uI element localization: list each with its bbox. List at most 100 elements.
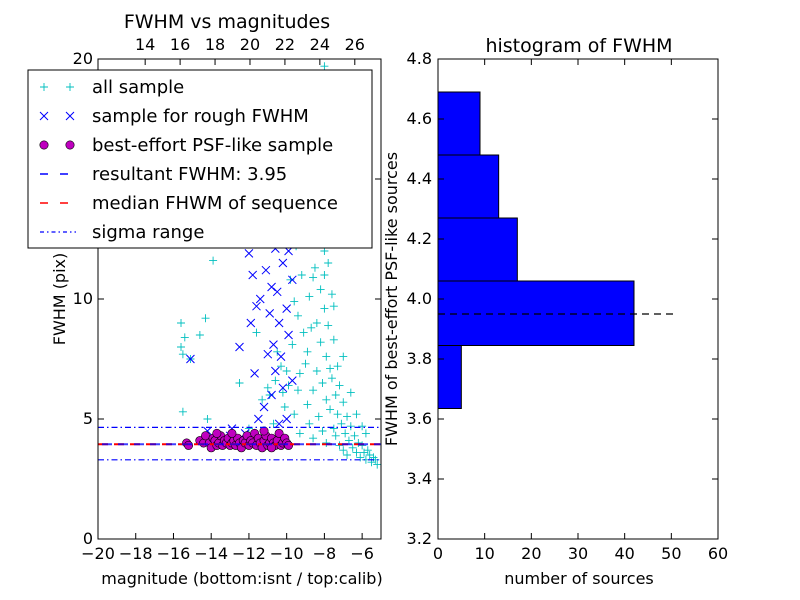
data-point <box>295 429 304 438</box>
legend-entry: sigma range <box>40 222 204 243</box>
data-point <box>178 350 187 359</box>
data-point <box>259 402 269 412</box>
legend: all sample sample for rough FWHM best-effo… <box>27 69 373 249</box>
y-tick-label: 20 <box>73 49 93 68</box>
top-tick-label: 18 <box>205 35 225 54</box>
data-point <box>178 407 187 416</box>
data-point <box>361 429 370 438</box>
data-point <box>265 391 274 399</box>
data-point <box>335 441 344 450</box>
legend-marker <box>39 111 49 121</box>
data-point <box>263 383 272 392</box>
scatter-ylabel: FWHM (pix) <box>50 253 69 346</box>
legend-entry: resultant FWHM: 3.95 <box>40 164 287 185</box>
data-point <box>329 335 338 344</box>
data-point <box>312 367 321 375</box>
data-point <box>252 301 261 311</box>
x-tick-label: −12 <box>232 544 266 563</box>
data-point <box>288 340 297 349</box>
data-point <box>335 381 344 390</box>
x-tick-label: 30 <box>568 544 588 563</box>
data-point <box>327 290 336 299</box>
data-point <box>346 422 355 431</box>
data-point <box>320 304 329 313</box>
y-tick-label: 3.2 <box>407 529 432 548</box>
top-tick-label: 24 <box>310 35 330 54</box>
data-point <box>316 285 325 294</box>
histogram-chart: histogram of FWHM 0 10 20 30 40 50 60 3.2 3.4 3.6… <box>382 35 728 588</box>
legend-label: all sample <box>92 77 184 98</box>
data-point <box>284 440 294 450</box>
data-point <box>320 62 329 71</box>
data-point <box>244 249 254 258</box>
data-point <box>314 412 323 421</box>
histogram-axes: 0 10 20 30 40 50 60 3.2 3.4 3.6 3.8 4.0 4.2 4.4 4.6 4.8 <box>407 49 729 563</box>
histogram-bars-layer <box>437 91 635 409</box>
data-point <box>352 448 361 457</box>
data-point <box>255 294 265 304</box>
data-point <box>273 347 282 356</box>
legend-marker <box>66 83 74 91</box>
data-point <box>324 259 333 267</box>
top-tick-label: 16 <box>170 35 190 54</box>
data-point <box>254 414 263 424</box>
legend-box <box>27 69 373 249</box>
x-tick-label: −8 <box>313 544 337 563</box>
data-point <box>227 428 237 438</box>
data-point <box>270 366 280 376</box>
histogram-bar <box>437 91 481 156</box>
legend-entry: median FHWM of sequence <box>40 193 338 214</box>
data-point <box>282 367 291 375</box>
data-point <box>309 434 318 443</box>
top-tick-label: 20 <box>240 35 260 54</box>
x-tick-label: 40 <box>614 544 634 563</box>
histogram-bar <box>437 345 462 409</box>
data-point <box>261 265 271 275</box>
data-point <box>290 410 299 419</box>
data-point <box>327 374 336 383</box>
data-point <box>339 446 348 455</box>
data-point <box>320 271 329 279</box>
data-point <box>186 354 195 364</box>
data-point <box>333 410 342 419</box>
data-point <box>263 349 273 359</box>
data-point <box>286 275 295 284</box>
y-tick-label: 3.4 <box>407 469 432 488</box>
histogram-title: histogram of FWHM <box>485 35 672 57</box>
data-point <box>358 441 367 450</box>
data-point <box>287 376 297 385</box>
legend-label: best-effort PSF-like sample <box>92 135 333 156</box>
data-point <box>258 395 267 404</box>
y-tick-label: 3.8 <box>407 349 432 368</box>
data-point <box>235 379 244 387</box>
data-point <box>259 426 269 436</box>
data-point <box>278 383 288 393</box>
data-point <box>329 302 338 311</box>
x-tick-label: −14 <box>194 544 228 563</box>
data-point <box>373 460 382 469</box>
x-tick-label: 20 <box>521 544 541 563</box>
data-point <box>267 282 276 292</box>
x-tick-label: −10 <box>270 544 304 563</box>
data-point <box>293 311 302 320</box>
y-tick-label: 5 <box>83 409 93 428</box>
data-point <box>203 415 212 423</box>
data-point <box>329 424 338 433</box>
data-point <box>310 263 319 272</box>
histogram-xlabel: number of sources <box>504 569 654 588</box>
histogram-bar <box>437 217 518 282</box>
data-point <box>201 314 210 323</box>
y-tick-label: 4.0 <box>407 289 432 308</box>
data-point <box>305 292 314 301</box>
data-point <box>343 451 352 459</box>
data-point <box>278 388 287 397</box>
y-tick-label: 0 <box>83 529 93 548</box>
histogram-ylabel: FWHM of best-effort PSF-like sources <box>382 152 401 446</box>
x-tick-label: −20 <box>81 544 115 563</box>
histogram-bar <box>437 154 500 219</box>
data-point <box>322 352 331 361</box>
series-best-effort-psf-like-sample <box>182 426 294 453</box>
top-tick-label: 26 <box>345 35 365 54</box>
y-tick-label: 3.6 <box>407 409 432 428</box>
